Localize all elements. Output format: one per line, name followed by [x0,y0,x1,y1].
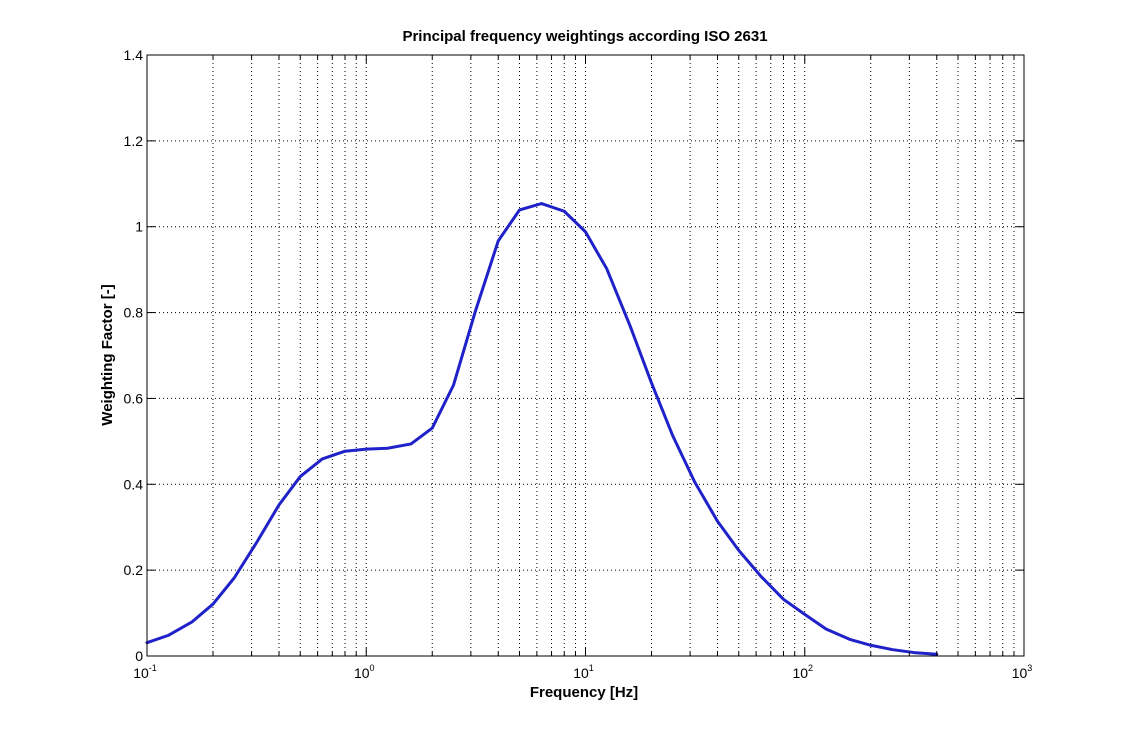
x-tick-label: 103 [1012,663,1033,681]
x-tick-label: 100 [354,663,375,681]
y-tick-label: 1.4 [124,47,144,63]
grid [147,55,1024,656]
x-tick-label: 10-1 [133,663,157,681]
x-tick-label: 102 [792,663,813,681]
y-tick-label: 1 [135,219,143,235]
series-line [145,202,939,656]
ticks [147,54,1024,657]
y-tick-labels: 0 0.2 0.4 0.6 0.8 1 1.2 1.4 [124,47,144,664]
chart-title: Principal frequency weightings according… [402,28,767,45]
y-tick-label: 0 [135,648,143,664]
y-axis-label: Weighting Factor [-] [99,284,116,425]
x-tick-label: 101 [573,663,594,681]
x-tick-labels: 10-1 100 101 102 103 [133,663,1032,681]
series-layer [145,202,939,656]
y-tick-label: 0.6 [124,390,144,406]
y-tick-label: 0.4 [124,476,144,492]
x-axis-label: Frequency [Hz] [530,684,638,701]
y-tick-label: 0.8 [124,305,144,321]
y-tick-label: 1.2 [124,133,144,149]
y-tick-label: 0.2 [124,562,144,578]
